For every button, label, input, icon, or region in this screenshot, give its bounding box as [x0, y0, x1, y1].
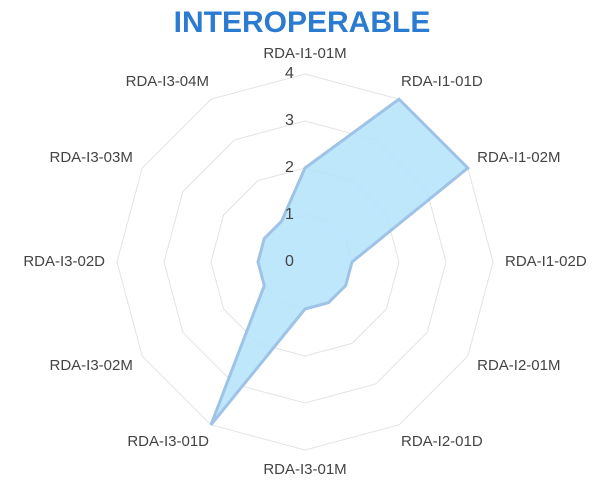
axis-label: RDA-I3-01D	[127, 433, 209, 450]
axis-label: RDA-I1-01D	[401, 73, 483, 90]
axis-label: RDA-I2-01D	[401, 433, 483, 450]
radar-area	[209, 97, 471, 426]
r-tick-label: 2	[285, 159, 294, 176]
r-tick-label: 3	[285, 112, 294, 129]
axis-label: RDA-I3-04M	[126, 73, 209, 90]
axis-label: RDA-I2-01M	[477, 357, 560, 374]
r-tick-label: 4	[285, 65, 294, 82]
axis-label: RDA-I3-02M	[50, 357, 133, 374]
r-tick-label: 1	[285, 206, 294, 223]
axis-label: RDA-I1-02M	[477, 149, 560, 166]
axis-label: RDA-I3-03M	[50, 149, 133, 166]
chart-title: INTEROPERABLE	[174, 6, 431, 39]
axis-label: RDA-I3-02D	[23, 253, 105, 270]
axis-label: RDA-I1-01M	[263, 45, 346, 62]
r-tick-label: 0	[285, 253, 294, 270]
axis-label: RDA-I3-01M	[263, 461, 346, 478]
axis-label: RDA-I1-02D	[505, 253, 587, 270]
